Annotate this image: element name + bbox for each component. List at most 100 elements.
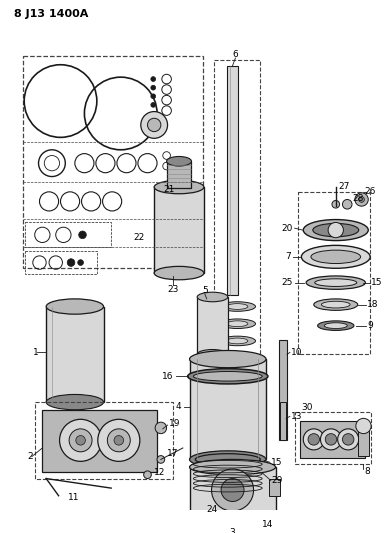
Bar [279, 340, 287, 440]
Ellipse shape [189, 351, 266, 368]
Bar [295, 411, 371, 464]
Ellipse shape [313, 223, 359, 237]
Circle shape [98, 419, 140, 462]
Circle shape [141, 111, 168, 139]
Text: 10: 10 [291, 348, 302, 357]
Text: 8: 8 [364, 467, 370, 477]
Bar [23, 56, 203, 268]
Circle shape [67, 259, 75, 266]
Ellipse shape [189, 451, 266, 468]
Circle shape [221, 479, 244, 502]
Circle shape [147, 118, 161, 132]
Circle shape [209, 518, 220, 529]
Bar [183, 517, 283, 530]
Ellipse shape [227, 338, 248, 344]
Ellipse shape [227, 321, 248, 327]
Circle shape [303, 429, 324, 450]
Ellipse shape [227, 356, 248, 361]
Bar [197, 297, 228, 354]
Text: 28: 28 [352, 194, 363, 203]
Ellipse shape [324, 323, 347, 328]
Ellipse shape [154, 180, 204, 194]
Circle shape [321, 429, 342, 450]
Circle shape [332, 200, 340, 208]
Ellipse shape [227, 304, 248, 309]
Circle shape [151, 77, 156, 82]
Circle shape [342, 199, 352, 209]
Ellipse shape [219, 319, 256, 328]
Ellipse shape [195, 454, 260, 465]
Ellipse shape [46, 299, 103, 314]
Ellipse shape [166, 157, 191, 166]
Text: 7: 7 [285, 252, 291, 261]
Text: 24: 24 [207, 505, 218, 514]
Text: 17: 17 [166, 449, 178, 458]
Circle shape [212, 469, 254, 511]
Circle shape [338, 429, 359, 450]
Ellipse shape [306, 276, 365, 289]
Ellipse shape [197, 350, 228, 359]
Bar [300, 421, 365, 457]
Ellipse shape [197, 292, 228, 302]
Bar [269, 479, 280, 496]
Bar [42, 410, 157, 472]
Circle shape [60, 419, 102, 462]
Ellipse shape [311, 250, 361, 263]
Text: 4: 4 [175, 402, 181, 411]
Text: 6: 6 [233, 50, 238, 59]
Text: 21: 21 [164, 185, 175, 195]
Text: 22: 22 [133, 233, 144, 242]
Bar [214, 60, 260, 385]
Ellipse shape [321, 301, 350, 308]
Ellipse shape [219, 370, 256, 380]
Bar [154, 187, 204, 273]
Ellipse shape [219, 353, 256, 363]
Circle shape [151, 85, 156, 90]
Text: 2: 2 [27, 452, 33, 461]
Circle shape [151, 102, 156, 107]
Text: 14: 14 [262, 520, 273, 529]
Circle shape [114, 435, 124, 445]
Ellipse shape [314, 299, 358, 310]
Text: 23: 23 [168, 285, 179, 294]
Circle shape [356, 418, 371, 434]
Circle shape [79, 231, 86, 239]
Bar [197, 515, 269, 532]
Circle shape [107, 429, 130, 452]
Ellipse shape [303, 220, 368, 240]
Text: 16: 16 [162, 372, 173, 381]
Bar [25, 251, 97, 274]
Bar [166, 161, 191, 188]
Circle shape [155, 422, 166, 434]
Circle shape [359, 197, 364, 203]
Circle shape [252, 518, 261, 527]
Bar [35, 402, 173, 479]
Text: 11: 11 [68, 493, 80, 502]
Ellipse shape [227, 373, 248, 378]
Bar [298, 192, 370, 354]
Text: 8 J13 1400A: 8 J13 1400A [14, 9, 88, 19]
Circle shape [151, 94, 156, 99]
Bar [25, 222, 111, 247]
Text: 12: 12 [154, 469, 166, 478]
Bar [189, 467, 275, 520]
Text: 26: 26 [364, 187, 376, 196]
Ellipse shape [193, 372, 262, 381]
Text: 29: 29 [272, 476, 283, 485]
Circle shape [157, 456, 165, 463]
Bar [227, 66, 238, 295]
Ellipse shape [317, 321, 354, 330]
Bar [358, 423, 369, 456]
Ellipse shape [315, 279, 357, 286]
Text: 3: 3 [230, 528, 235, 533]
Text: 27: 27 [339, 182, 350, 191]
Circle shape [308, 434, 319, 445]
Circle shape [144, 471, 151, 479]
Circle shape [342, 434, 354, 445]
Ellipse shape [187, 369, 268, 384]
Text: 15: 15 [371, 278, 383, 287]
Text: 9: 9 [367, 321, 373, 330]
Bar [280, 402, 286, 440]
Ellipse shape [182, 511, 283, 522]
Ellipse shape [189, 459, 275, 475]
